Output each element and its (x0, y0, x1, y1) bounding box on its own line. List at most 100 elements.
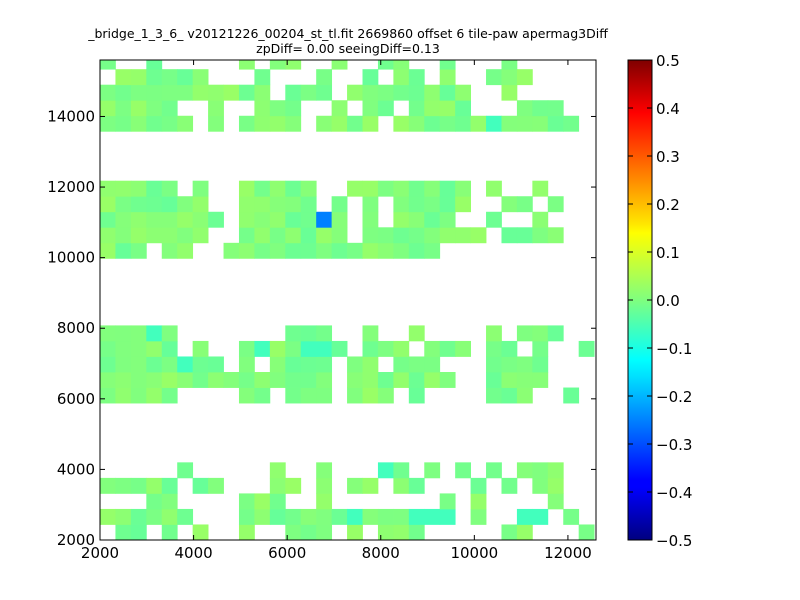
heatmap-cell (393, 242, 410, 259)
heatmap-cell (300, 356, 317, 373)
heatmap-cell (115, 196, 132, 213)
heatmap-cell (192, 477, 209, 494)
colorbar-tick-label: −0.5 (656, 532, 692, 550)
heatmap-cell (208, 100, 224, 117)
heatmap-cell (146, 100, 163, 117)
heatmap-cell (439, 196, 456, 213)
heatmap-cell (285, 242, 302, 259)
heatmap-cell (424, 372, 441, 388)
heatmap-cell (362, 69, 379, 86)
heatmap-cell (347, 387, 363, 404)
heatmap-cell (300, 325, 317, 342)
heatmap-cell (362, 84, 379, 101)
heatmap-cell (547, 462, 564, 479)
heatmap-cell (161, 100, 178, 117)
heatmap-cell (532, 372, 549, 388)
heatmap-cell (408, 227, 425, 244)
heatmap-cell (501, 340, 518, 357)
chart-subtitle: zpDiff= 0.00 seeingDiff=0.13 (256, 41, 440, 56)
heatmap-cell (161, 493, 178, 510)
y-tick-label: 10000 (47, 249, 95, 267)
heatmap-cell (254, 115, 271, 132)
heatmap-cell (516, 524, 533, 541)
heatmap-cell (347, 180, 363, 197)
heatmap-cell (100, 356, 116, 373)
heatmap-cell (455, 462, 471, 479)
heatmap-cell (439, 100, 456, 117)
heatmap-cell (439, 493, 456, 510)
heatmap-cell (238, 356, 255, 373)
heatmap-cell (516, 196, 533, 213)
y-tick-label: 12000 (47, 178, 95, 196)
heatmap-cell (393, 356, 410, 373)
heatmap-cell (578, 340, 595, 357)
heatmap-cell (300, 196, 317, 213)
heatmap-cell (316, 325, 333, 342)
heatmap-cell (161, 508, 178, 525)
heatmap-cell (362, 372, 379, 388)
heatmap-cell (161, 356, 178, 373)
heatmap-cell (578, 524, 595, 541)
heatmap-cell (161, 387, 178, 404)
heatmap-cell (238, 227, 255, 244)
heatmap-cell (238, 340, 255, 357)
heatmap-cell (501, 196, 518, 213)
heatmap-cell (300, 227, 317, 244)
heatmap-cell (130, 372, 147, 388)
heatmap-cell (238, 493, 255, 510)
heatmap-cell (130, 524, 147, 541)
heatmap-cell (130, 325, 147, 342)
heatmap-cell (223, 84, 240, 101)
heatmap-cell (130, 100, 147, 117)
heatmap-cell (486, 180, 502, 197)
heatmap-cell (115, 477, 132, 494)
heatmap-cell (146, 493, 163, 510)
heatmap-cell (377, 372, 394, 388)
heatmap-cell (300, 84, 317, 101)
colorbar-tick-label: 0.4 (656, 100, 680, 118)
heatmap-cell (486, 115, 502, 132)
heatmap-cell (408, 508, 425, 525)
heatmap-cell (300, 508, 317, 525)
heatmap-cell (455, 180, 471, 197)
heatmap-cell (516, 115, 533, 132)
heatmap-cell (285, 196, 302, 213)
heatmap-cell (470, 477, 487, 494)
heatmap-cell (269, 356, 286, 373)
heatmap-cell (331, 196, 348, 213)
heatmap-cell (563, 387, 580, 404)
heatmap-cell (501, 387, 518, 404)
heatmap-cell (161, 196, 178, 213)
heatmap-cell (501, 227, 518, 244)
heatmap-cell (347, 477, 363, 494)
heatmap-cell (408, 100, 425, 117)
heatmap-cell (316, 69, 333, 86)
heatmap-cell (393, 84, 410, 101)
heatmap-cell (516, 387, 533, 404)
heatmap-cell (331, 508, 348, 525)
heatmap-cell (424, 180, 441, 197)
heatmap-cell (393, 477, 410, 494)
heatmap-cell (161, 325, 178, 342)
heatmap-cell (331, 340, 348, 357)
heatmap-cell (377, 242, 394, 259)
heatmap-cell (269, 227, 286, 244)
heatmap-cell (347, 84, 363, 101)
heatmap-cell (269, 115, 286, 132)
y-tick-label: 2000 (57, 531, 95, 549)
heatmap-cell (115, 100, 132, 117)
heatmap-cell (177, 115, 194, 132)
heatmap-cell (408, 325, 425, 342)
heatmap-cell (316, 508, 333, 525)
colorbar-tick-label: 0.3 (656, 148, 680, 166)
heatmap-cell (100, 84, 116, 101)
heatmap-cell (177, 84, 194, 101)
heatmap-cell (486, 356, 502, 373)
heatmap-cell (208, 356, 224, 373)
heatmap-cell (532, 340, 549, 357)
heatmap-cell (455, 227, 471, 244)
heatmap-cell (254, 211, 271, 228)
heatmap-cell (424, 211, 441, 228)
heatmap-cell (516, 356, 533, 373)
heatmap-cell (362, 325, 379, 342)
